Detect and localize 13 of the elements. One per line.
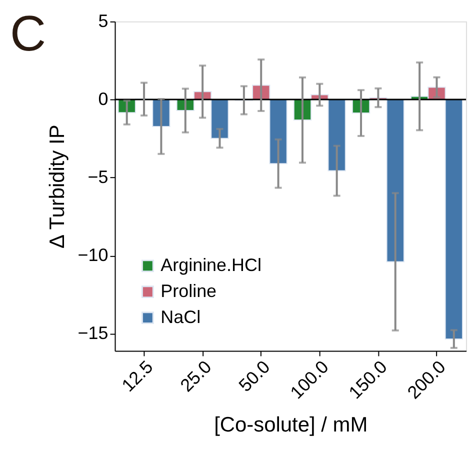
x-axis-title: [Co-solute] / mM [214, 414, 368, 437]
y-tick-label: 0 [98, 88, 108, 109]
y-tick-label: −5 [88, 166, 108, 187]
legend-label: Proline [160, 280, 217, 301]
y-tick-label: 5 [98, 10, 108, 31]
y-tick-label: −10 [78, 245, 108, 266]
y-axis-title: Δ Turbidity IP [46, 124, 69, 248]
y-tick-label: −15 [78, 323, 108, 344]
legend-label: Arginine.HCl [160, 254, 262, 275]
x-tick-label: 25.0 [176, 356, 216, 396]
legend-label: NaCl [160, 306, 201, 327]
chart-title: C [10, 5, 46, 62]
x-tick-label: 50.0 [234, 356, 274, 396]
